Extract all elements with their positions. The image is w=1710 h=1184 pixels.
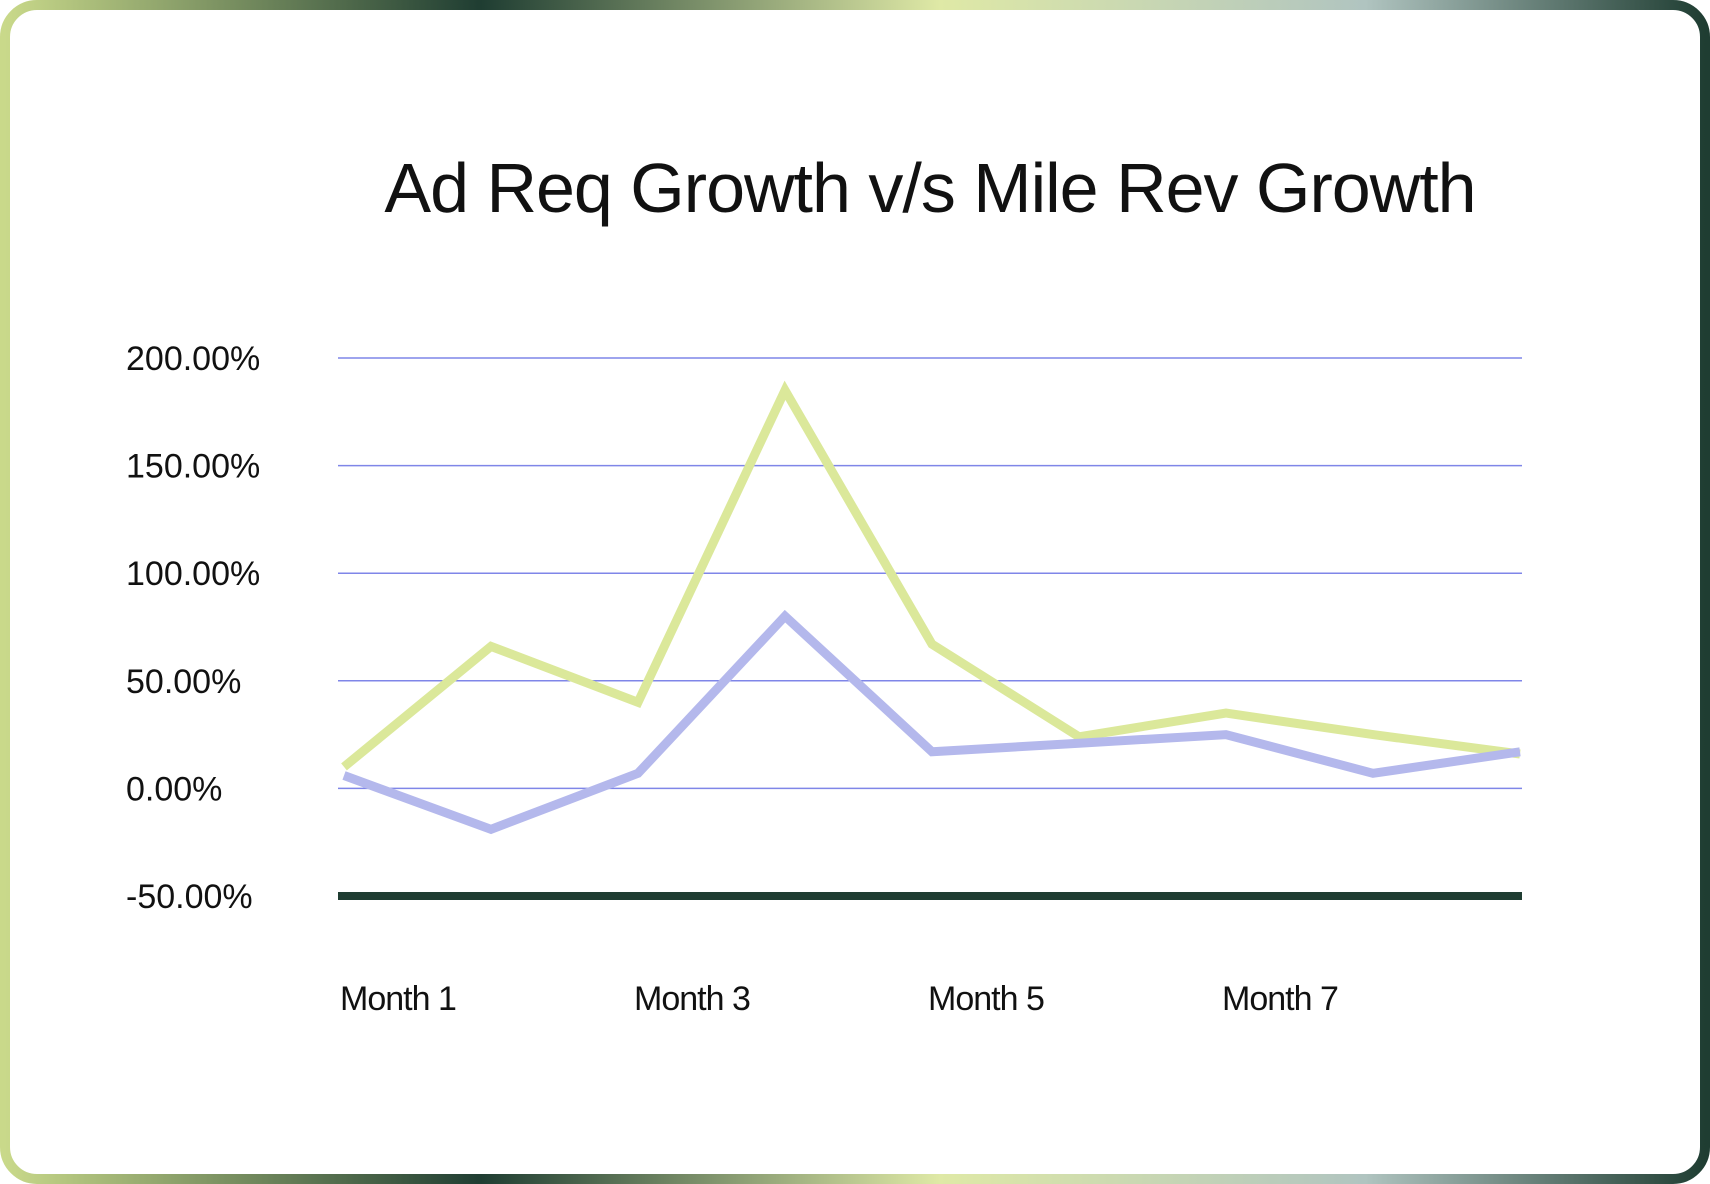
x-tick-label: Month 7 (1222, 980, 1338, 1018)
y-tick-label: 0.00% (126, 770, 222, 808)
x-tick-label: Month 1 (340, 980, 456, 1018)
series-layer (341, 380, 1521, 835)
x-axis-ticks: Month 1 Month 3 Month 5 Month 7 (340, 980, 1339, 1018)
chart-title: Ad Req Growth v/s Mile Rev Growth (384, 149, 1475, 227)
y-tick-label: 50.00% (126, 663, 241, 701)
series-line-mile-rev-growth (342, 609, 1521, 835)
x-tick-label: Month 5 (928, 980, 1044, 1018)
x-tick-label: Month 3 (634, 980, 750, 1018)
y-tick-label: 100.00% (126, 555, 260, 593)
y-tick-label: 150.00% (126, 448, 260, 486)
y-axis-ticks: 200.00% 150.00% 100.00% 50.00% 0.00% -50.00% (126, 340, 260, 916)
y-tick-label: 200.00% (126, 340, 260, 378)
grid-layer (338, 357, 1522, 900)
series-line-ad-req-growth (341, 380, 1521, 771)
y-tick-label: -50.00% (126, 878, 253, 916)
